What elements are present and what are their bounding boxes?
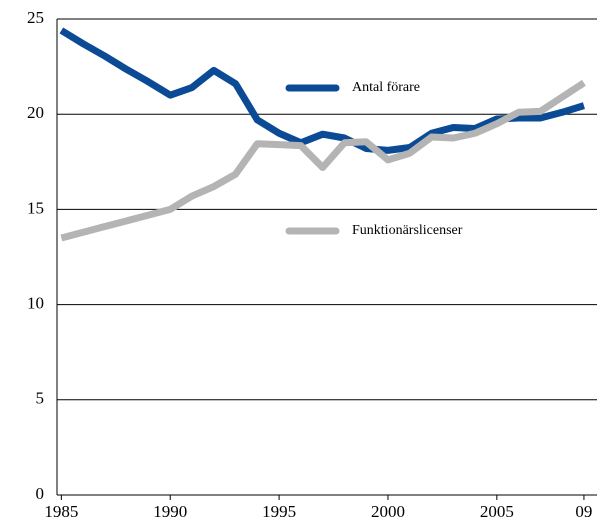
y-tick-label: 25 [27, 8, 44, 27]
y-tick-label: 5 [36, 389, 45, 408]
legend-label: Antal förare [352, 80, 420, 95]
x-tick-label: 1995 [262, 502, 296, 521]
x-tick-label: 09 [575, 502, 592, 521]
y-tick-label: 20 [27, 103, 44, 122]
x-tick-label: 1990 [153, 502, 187, 521]
y-tick-label: 0 [36, 484, 45, 503]
series-line [60, 79, 586, 242]
y-tick-label: 10 [27, 294, 44, 313]
legend-label: Funktionärslicenser [352, 223, 463, 238]
x-tick-label: 2000 [371, 502, 405, 521]
x-tick-label: 2005 [480, 502, 514, 521]
y-tick-label: 15 [27, 198, 44, 217]
series-line [59, 27, 585, 154]
x-tick-label: 1985 [44, 502, 78, 521]
